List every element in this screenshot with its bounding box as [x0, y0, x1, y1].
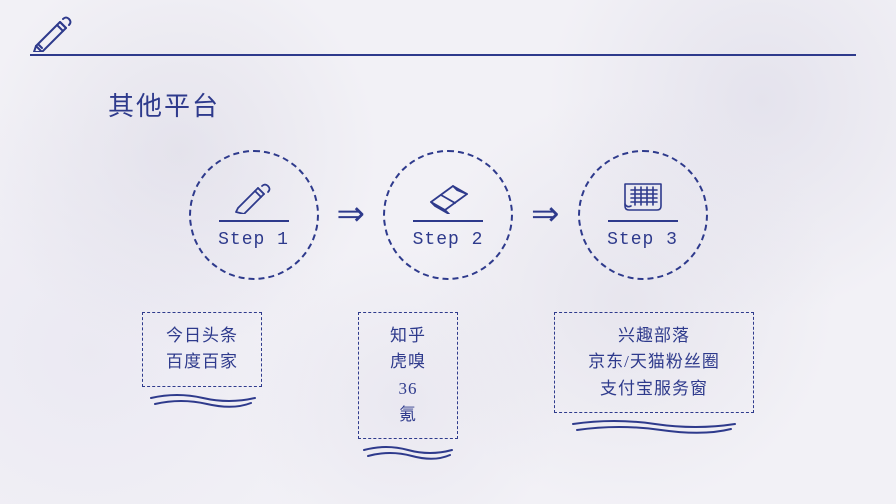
step-underline	[219, 220, 289, 222]
pencil-corner-icon	[30, 12, 74, 57]
box-1: 今日头条百度百家	[142, 312, 262, 387]
box-3: 兴趣部落京东/天猫粉丝圈支付宝服务窗	[554, 312, 754, 413]
box-2: 知乎虎嗅36氪	[358, 312, 458, 439]
box-line: 今日头条	[163, 323, 241, 349]
scribble-underline	[569, 416, 739, 434]
step-2-label: Step 2	[413, 230, 484, 250]
arrow-1: ⇒	[337, 198, 366, 232]
boxes-row: 今日头条百度百家 知乎虎嗅36氪 兴趣部落京东/天猫粉丝圈支付宝服务窗	[0, 312, 896, 439]
sheet-icon	[621, 180, 665, 214]
box-line: 支付宝服务窗	[575, 376, 733, 402]
header-rule	[30, 54, 856, 56]
box-line: 知乎	[379, 323, 437, 349]
step-1-circle: Step 1	[189, 150, 319, 280]
box-line: 氪	[379, 402, 437, 428]
steps-row: Step 1 ⇒ Step 2 ⇒	[0, 150, 896, 280]
page-title: 其他平台	[108, 86, 220, 123]
box-line: 百度百家	[163, 349, 241, 375]
step-underline	[608, 220, 678, 222]
box-line: 兴趣部落	[575, 323, 733, 349]
step-3-label: Step 3	[607, 230, 678, 250]
box-line: 36	[379, 376, 437, 402]
box-line: 京东/天猫粉丝圈	[575, 349, 733, 375]
scribble-underline	[360, 442, 456, 460]
scribble-underline	[147, 390, 257, 408]
arrow-2: ⇒	[531, 198, 560, 232]
step-1-label: Step 1	[218, 230, 289, 250]
step-underline	[413, 220, 483, 222]
box-line: 虎嗅	[379, 349, 437, 375]
eraser-icon	[423, 180, 473, 214]
step-2-circle: Step 2	[383, 150, 513, 280]
pencil-icon	[232, 180, 276, 214]
step-3-circle: Step 3	[578, 150, 708, 280]
